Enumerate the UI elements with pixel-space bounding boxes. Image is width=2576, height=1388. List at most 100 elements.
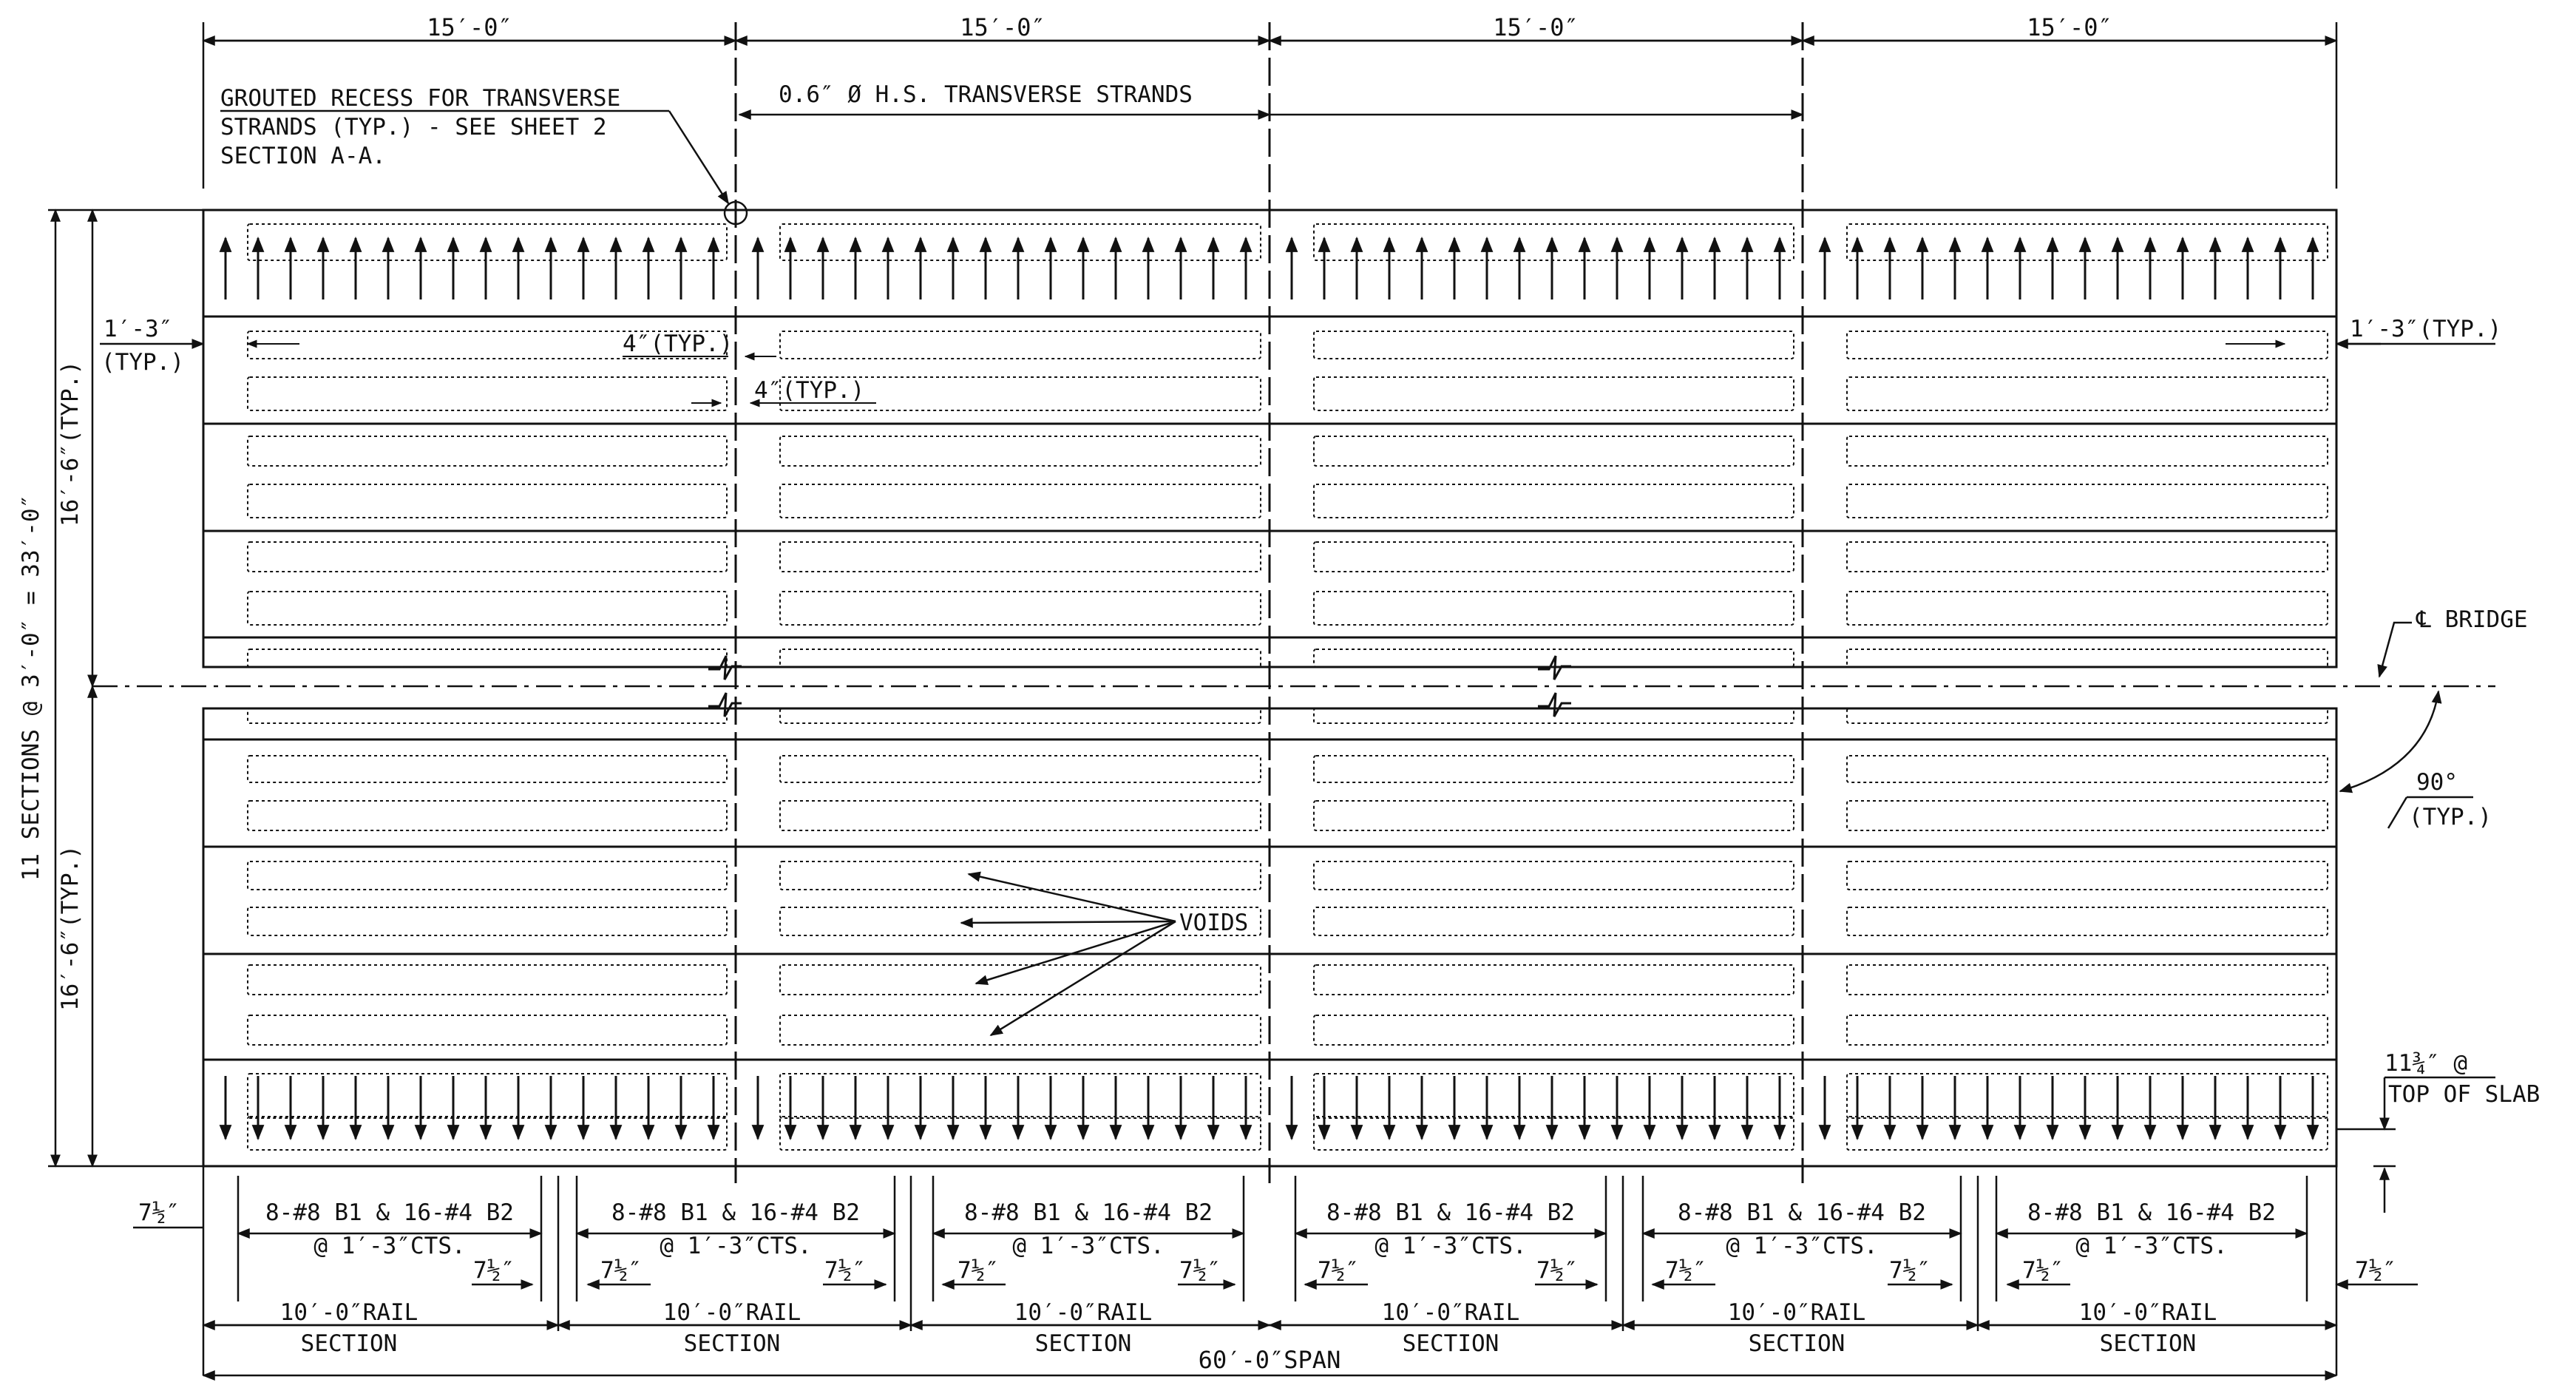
edge-right: 1′-3″(TYP.)	[2350, 316, 2501, 342]
rail-4-edge-left: 7½″	[1318, 1257, 1359, 1284]
rail-3-edge-left: 7½″	[957, 1257, 999, 1284]
void	[1846, 708, 2328, 724]
void	[779, 331, 1261, 359]
void	[779, 649, 1261, 668]
bay-dim-1: 15′-0″	[427, 13, 512, 41]
void	[247, 861, 728, 890]
void	[247, 1116, 728, 1151]
void	[1313, 591, 1794, 626]
void	[247, 591, 728, 626]
centerline-label: ℄ BRIDGE	[2416, 606, 2528, 633]
rail-4-rebar: 8-#8 B1 & 16-#4 B2	[1326, 1199, 1575, 1226]
break-symbol	[1538, 655, 1571, 680]
sections-dim: 11 SECTIONS @ 3′-0″ = 33′-0″	[18, 495, 44, 881]
recess-note-line-3: SECTION A-A.	[220, 143, 386, 169]
void	[247, 708, 728, 724]
edge-left-value: 1′-3″	[104, 316, 172, 342]
rail-3-rebar: 8-#8 B1 & 16-#4 B2	[964, 1199, 1213, 1226]
void	[247, 223, 728, 261]
void-gap-dim-2: 4″(TYP.)	[754, 377, 864, 404]
rail-5-spacing: @ 1′-3″CTS.	[1726, 1233, 1877, 1259]
rail-2-rebar: 8-#8 B1 & 16-#4 B2	[611, 1199, 860, 1226]
void	[1846, 376, 2328, 411]
void	[779, 861, 1261, 890]
rail-5-edge-right: 7½″	[1889, 1257, 1931, 1284]
void	[1846, 649, 2328, 668]
span-dim: 60′-0″SPAN	[1199, 1346, 1341, 1374]
rail-6-spacing: @ 1′-3″CTS.	[2075, 1233, 2227, 1259]
rail-3-length: 10′-0″RAIL	[1014, 1299, 1153, 1326]
void	[1846, 861, 2328, 890]
half-width-dim-bottom: 16′-6″(TYP.)	[57, 845, 84, 1011]
break-symbol	[708, 655, 742, 680]
grouted-recess-note: GROUTED RECESS FOR TRANSVERSE STRANDS (T…	[220, 85, 748, 226]
rail-2-edge-right: 7½″	[824, 1257, 866, 1284]
top-of-slab-note: 11¾″ @ TOP OF SLAB	[2336, 1050, 2540, 1213]
void	[779, 436, 1261, 467]
void	[1846, 591, 2328, 626]
void	[1313, 755, 1794, 783]
rail-5-length: 10′-0″RAIL	[1728, 1299, 1866, 1326]
rail-5-edge-left: 7½″	[1665, 1257, 1706, 1284]
void	[1313, 484, 1794, 518]
void	[1846, 1116, 2328, 1151]
rail-edge-left: 7½″	[138, 1199, 180, 1226]
recess-callout-circle	[723, 200, 748, 226]
rail-1-spacing: @ 1′-3″CTS.	[313, 1233, 465, 1259]
void	[779, 1073, 1261, 1119]
void	[247, 376, 728, 411]
void	[247, 907, 728, 936]
rail-4-spacing: @ 1′-3″CTS.	[1375, 1233, 1526, 1259]
rail-section-1: 8-#8 B1 & 16-#4 B2 @ 1′-3″CTS. 7½″ 10′-0…	[202, 1176, 560, 1357]
void-gap-dim-1: 4″(TYP.)	[623, 331, 733, 357]
void	[1846, 484, 2328, 518]
rail-3-label: SECTION	[1035, 1330, 1132, 1357]
void	[1313, 1015, 1794, 1046]
bay-dim-3: 15′-0″	[1493, 13, 1579, 41]
void	[1313, 964, 1794, 995]
edge-distance-dims: 1′-3″ (TYP.) 1′-3″(TYP.)	[100, 316, 2501, 376]
void	[247, 541, 728, 572]
top-dimension-string: 15′-0″ 15′-0″ 15′-0″ 15′-0″	[202, 13, 2338, 189]
bay-dim-4: 15′-0″	[2027, 13, 2112, 41]
rail-1-label: SECTION	[301, 1330, 398, 1357]
rail-2-length: 10′-0″RAIL	[663, 1299, 801, 1326]
slab-label: TOP OF SLAB	[2388, 1081, 2540, 1108]
left-dimensions: 11 SECTIONS @ 3′-0″ = 33′-0″ 16′-6″(TYP.…	[18, 209, 203, 1168]
skew-angle-note: 90° (TYP.)	[2339, 690, 2492, 830]
rail-3-edge-right: 7½″	[1179, 1257, 1221, 1284]
transverse-strands-note: 0.6″ Ø H.S. TRANSVERSE STRANDS	[738, 81, 1804, 120]
void	[1846, 800, 2328, 831]
break-symbol	[1538, 692, 1571, 717]
void	[247, 1073, 728, 1119]
void	[779, 964, 1261, 995]
void	[247, 1015, 728, 1046]
void	[1313, 1116, 1794, 1151]
void	[1313, 907, 1794, 936]
void	[779, 708, 1261, 724]
void	[247, 755, 728, 783]
void	[779, 223, 1261, 261]
recess-note-line-1: GROUTED RECESS FOR TRANSVERSE	[220, 85, 620, 112]
void	[1846, 331, 2328, 359]
angle-label: 90°	[2416, 769, 2458, 796]
rail-2-edge-left: 7½″	[600, 1257, 642, 1284]
half-width-dim-top: 16′-6″(TYP.)	[57, 361, 84, 527]
bay-dim-2: 15′-0″	[960, 13, 1045, 41]
void	[1846, 755, 2328, 783]
void	[779, 1015, 1261, 1046]
void	[247, 484, 728, 518]
void	[1313, 331, 1794, 359]
rail-5-label: SECTION	[1749, 1330, 1845, 1357]
void	[779, 755, 1261, 783]
void	[779, 376, 1261, 411]
void	[247, 800, 728, 831]
angle-typ: (TYP.)	[2409, 804, 2492, 830]
void	[1313, 861, 1794, 890]
rail-4-edge-right: 7½″	[1536, 1257, 1578, 1284]
rail-sections: 60′-0″SPAN 7½″ 7½″ 8-#8 B1 & 16-#4 B2 @ …	[133, 1166, 2418, 1381]
void	[1313, 541, 1794, 572]
rail-4-length: 10′-0″RAIL	[1382, 1299, 1520, 1326]
centerline-bridge: ℄ BRIDGE	[92, 606, 2528, 688]
